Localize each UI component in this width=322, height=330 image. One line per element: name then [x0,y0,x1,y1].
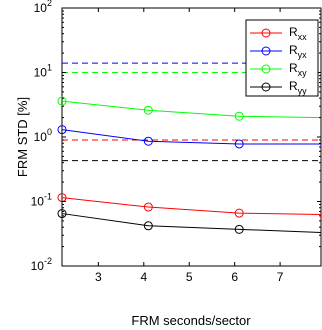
marker-xx [234,208,244,218]
series-line-xx [61,197,322,215]
series-line-yx [61,129,321,145]
legend-marker-xy [261,64,271,74]
series-line-xy [61,100,322,119]
marker-yx [57,125,67,135]
y-tick-label: 10-1 [31,192,52,209]
x-tick-label: 3 [95,270,102,284]
y-tick-label: 101 [34,63,52,80]
marker-yx [143,136,153,146]
x-tick-label: 4 [140,270,147,284]
marker-xy [143,105,153,115]
y-axis-label: FRM STD [%] [15,97,30,177]
series-line-yy [61,213,322,234]
marker-yx [234,139,244,149]
marker-xy [234,111,244,121]
marker-yy [234,224,244,234]
marker-xx [143,202,153,212]
x-tick-label: 6 [231,270,238,284]
marker-yy [143,221,153,231]
legend-marker-yy [261,82,271,92]
x-tick-label: 5 [186,270,193,284]
y-tick-label: 100 [34,127,52,144]
y-tick-label: 102 [34,0,52,15]
y-tick-label: 10-2 [31,256,52,273]
x-axis-label: FRM seconds/sector [131,313,251,328]
legend-marker-xx [261,28,271,38]
series-markers [57,96,244,234]
series-lines [61,100,322,234]
x-axis-ticks: 3 4 5 6 7 [95,8,284,284]
x-tick-label: 7 [277,270,284,284]
legend-marker-yx [261,46,271,56]
marker-xy [57,96,67,106]
legend-box [245,19,319,97]
marker-yy [57,209,67,219]
